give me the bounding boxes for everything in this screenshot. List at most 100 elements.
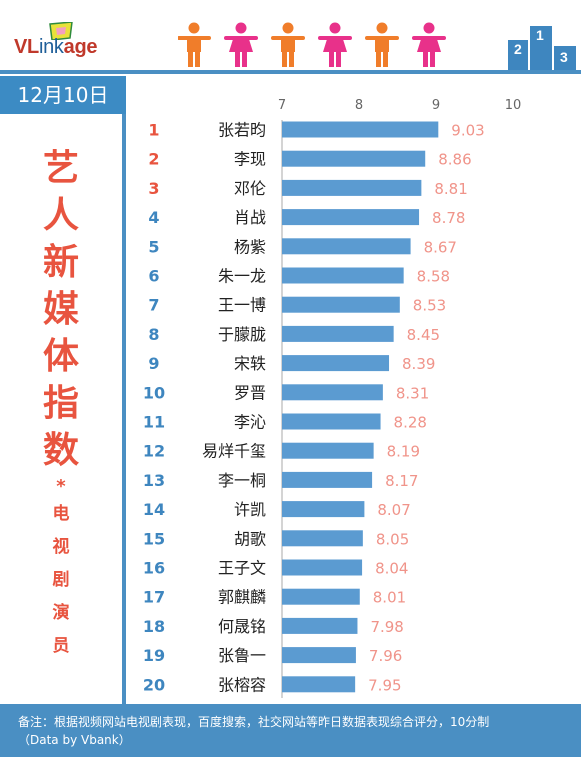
title-char-1: 人 [42, 195, 79, 236]
category-label: 王一博 [218, 296, 266, 315]
category-label: 张榕容 [218, 675, 266, 694]
bar [282, 530, 363, 547]
category-label: 于朦胧 [218, 325, 266, 344]
rank-label: 6 [148, 267, 159, 286]
bar [282, 559, 363, 576]
title-char-0: 艺 [42, 148, 79, 189]
value-label: 8.58 [417, 268, 450, 286]
rank-label: 5 [148, 237, 159, 256]
title-char-6: 数 [42, 430, 79, 471]
bar [282, 209, 420, 226]
svg-text:2: 2 [514, 41, 522, 57]
category-label: 李现 [234, 150, 266, 169]
bar [282, 238, 411, 255]
x-tick-label: 9 [432, 98, 440, 113]
ranking-chart: 7 8 9 10 1 张若昀 9.03 2 李现 8.86 3 邓伦 8.81 4 肖战 8.78 5 杨紫 8.6… [143, 98, 522, 698]
rank-label: 14 [143, 500, 165, 519]
bar [282, 501, 365, 518]
title-char-5: 指 [42, 383, 79, 424]
category-label: 罗晋 [234, 383, 266, 402]
value-label: 7.96 [369, 647, 402, 665]
subtitle-char-1: 视 [52, 537, 70, 557]
value-label: 8.31 [396, 384, 429, 402]
value-label: 8.78 [432, 209, 465, 227]
rank-label: 11 [143, 413, 165, 432]
bar [282, 413, 381, 430]
rank-label: 7 [148, 296, 159, 315]
value-label: 8.05 [376, 530, 409, 548]
bar [282, 676, 356, 693]
bar [282, 384, 383, 401]
value-label: 8.81 [434, 180, 467, 198]
rank-label: 13 [143, 471, 165, 490]
category-label: 宋轶 [234, 354, 266, 373]
value-label: 8.07 [377, 501, 410, 519]
value-label: 8.39 [402, 355, 435, 373]
value-label: 7.98 [370, 618, 403, 636]
bar [282, 150, 426, 167]
podium-icon: 2 1 3 [508, 26, 576, 70]
female-figure-icon [224, 22, 258, 67]
rank-label: 8 [148, 325, 159, 344]
rank-label: 2 [148, 150, 159, 169]
female-figure-icon [318, 22, 352, 67]
bar [282, 121, 439, 138]
category-label: 朱一龙 [218, 267, 266, 286]
value-label: 7.95 [368, 676, 401, 694]
category-label: 胡歌 [234, 529, 266, 548]
rank-label: 3 [148, 179, 159, 198]
rank-label: 15 [143, 529, 165, 548]
category-label: 何晟铭 [218, 617, 266, 636]
x-tick-label: 7 [278, 98, 286, 113]
bar [282, 647, 356, 664]
title-char-3: 媒 [42, 289, 79, 330]
subtitle-char-4: 员 [52, 636, 70, 656]
male-figure-icon [365, 22, 399, 67]
bar [282, 442, 374, 459]
bar [282, 471, 373, 488]
x-tick-label: 8 [355, 98, 363, 113]
footer-credit: （Data by Vbank） [18, 733, 131, 747]
category-label: 肖战 [234, 208, 266, 227]
category-label: 李一桐 [218, 471, 266, 490]
logo-text: VLinkage [14, 36, 98, 58]
rank-label: 20 [143, 675, 165, 694]
title-char-2: 新 [42, 242, 79, 283]
value-label: 8.86 [438, 151, 471, 169]
footer-note: 备注：根据视频网站电视剧表现，百度搜索，社交网站等昨日数据表现综合评分，10分制… [0, 704, 581, 757]
value-label: 8.28 [394, 414, 427, 432]
svg-text:3: 3 [560, 49, 568, 65]
category-label: 王子文 [218, 559, 266, 578]
people-figures [178, 22, 446, 67]
subtitle-char-2: 剧 [52, 570, 70, 590]
title-char-4: 体 [42, 336, 79, 377]
logo-mark-icon [49, 22, 73, 40]
category-label: 郭麒麟 [218, 588, 266, 607]
category-label: 李沁 [234, 413, 266, 432]
x-tick-label: 10 [505, 98, 522, 113]
category-label: 张若昀 [218, 121, 266, 140]
category-label: 易烊千玺 [202, 442, 266, 461]
male-figure-icon [178, 22, 211, 67]
value-label: 8.45 [407, 326, 440, 344]
rank-label: 18 [143, 617, 165, 636]
rank-label: 9 [148, 354, 159, 373]
left-panel [0, 114, 126, 704]
rank-label: 16 [143, 559, 165, 578]
date-label: 12月10日 [0, 76, 126, 114]
rank-label: 19 [143, 646, 165, 665]
footer-note-text: 备注：根据视频网站电视剧表现，百度搜索，社交网站等昨日数据表现综合评分，10分制 [18, 715, 490, 729]
bar [282, 588, 360, 605]
male-figure-icon [271, 22, 305, 67]
bar [282, 355, 390, 372]
title-star: * [56, 476, 66, 497]
rank-label: 12 [143, 442, 165, 461]
bar [282, 325, 394, 342]
category-label: 许凯 [234, 500, 266, 519]
bar [282, 617, 358, 634]
value-label: 8.53 [413, 297, 446, 315]
value-label: 8.67 [424, 238, 457, 256]
bar [282, 296, 400, 313]
rank-label: 17 [143, 588, 165, 607]
category-label: 张鲁一 [218, 646, 266, 665]
